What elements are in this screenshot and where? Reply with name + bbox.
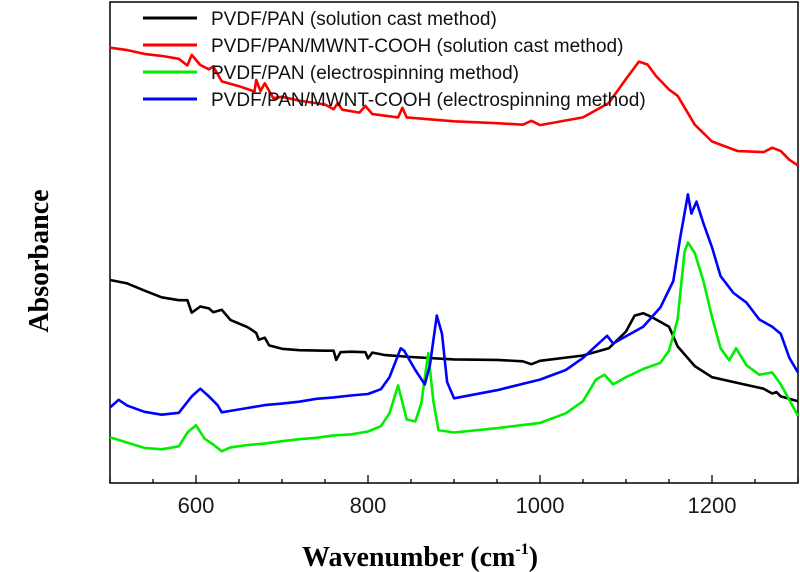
x-axis-ticks: 600 800 1000 1200 <box>109 475 799 518</box>
series-layer <box>109 46 800 453</box>
series-line-4 <box>109 193 800 416</box>
legend: PVDF/PAN (solution cast method) PVDF/PAN/… <box>143 9 646 111</box>
x-axis-title-exp: -1 <box>515 541 528 558</box>
x-tick-label-1000: 1000 <box>516 493 565 518</box>
legend-label-1: PVDF/PAN (solution cast method) <box>211 9 497 30</box>
series-line-3 <box>109 241 800 453</box>
series-line-2 <box>109 46 799 167</box>
series-line-1 <box>109 278 799 403</box>
x-axis-title-unit: cm <box>480 542 516 572</box>
x-tick-label-800: 800 <box>350 493 387 518</box>
x-axis-title-open: ( <box>463 542 479 572</box>
x-axis-title-close: ) <box>529 542 538 572</box>
legend-label-2: PVDF/PAN/MWNT-COOH (solution cast method… <box>211 36 623 57</box>
legend-label-4: PVDF/PAN/MWNT-COOH (electrospinning meth… <box>211 90 646 111</box>
legend-label-3: PVDF/PAN (electrospinning method) <box>211 63 519 84</box>
x-axis-title: Wavenumber (cm-1) <box>302 541 538 572</box>
x-axis-title-main: Wavenumber <box>302 542 463 572</box>
y-axis-title: Absorbance <box>24 189 55 332</box>
x-tick-label-600: 600 <box>178 493 215 518</box>
x-tick-label-1200: 1200 <box>688 493 737 518</box>
